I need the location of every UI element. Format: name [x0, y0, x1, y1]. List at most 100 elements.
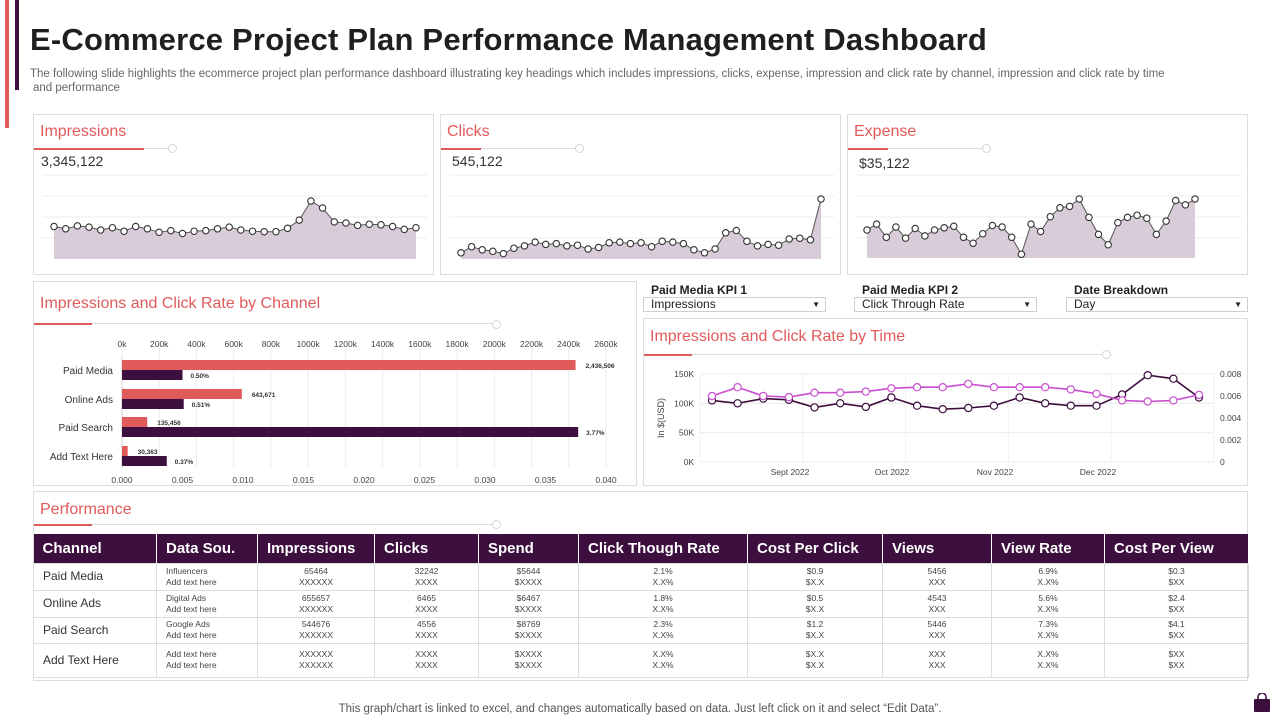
data-point	[400, 225, 409, 234]
data-point	[1169, 374, 1178, 383]
column-header[interactable]: Clicks	[374, 534, 479, 563]
data-point	[467, 242, 476, 251]
data-point	[930, 226, 939, 234]
column-header[interactable]: Views	[882, 534, 992, 563]
data-point	[108, 223, 117, 232]
x-axis-tick-label: Oct 2022	[875, 467, 910, 477]
metric-value: $2.4	[1168, 592, 1185, 603]
data-point	[753, 242, 762, 250]
data-point	[690, 246, 698, 254]
click-rate-bar	[122, 427, 579, 437]
axis-tick-label: 0.015	[293, 475, 315, 485]
metric-placeholder: X.X%	[1037, 630, 1059, 640]
data-point	[861, 402, 870, 412]
metric-value: 5456	[927, 565, 947, 576]
column-header[interactable]: Cost Per View	[1104, 534, 1249, 563]
metric-cell: 4543 XXX	[882, 589, 992, 618]
data-point	[237, 226, 245, 234]
dropdown-arrow-icon: ▼	[812, 300, 820, 309]
data-point	[1171, 196, 1180, 205]
column-header[interactable]: Impressions	[257, 534, 375, 563]
axis-tick-label: 0.030	[474, 475, 496, 485]
channel-chart-title: Impressions and Click Rate by Channel	[40, 295, 321, 312]
data-point	[1015, 382, 1024, 392]
data-point	[489, 247, 497, 256]
kpi1-dropdown[interactable]: Impressions ▼	[643, 297, 826, 312]
table-header-row: Channel Data Sou. Impressions Clicks Spe…	[33, 534, 1249, 563]
axis-tick-label: 0.020	[353, 475, 375, 485]
data-point	[1194, 390, 1204, 400]
data-point	[911, 224, 919, 233]
left-axis-tick-label: 100K	[674, 398, 694, 408]
kpi-panel-impressions[interactable]: Impressions 3,345,122	[33, 114, 434, 275]
data-point	[388, 222, 397, 231]
metric-value: $0.9	[806, 565, 824, 576]
kpi-panel-clicks[interactable]: Clicks 545,122	[440, 114, 841, 275]
date-breakdown-dropdown[interactable]: Day ▼	[1066, 297, 1248, 312]
axis-tick-label: 400k	[187, 339, 206, 349]
bar-data-label: 643,671	[252, 392, 276, 399]
metric-placeholder: XXX	[928, 603, 946, 614]
metric-placeholder: XXXXXX	[298, 576, 334, 587]
data-point	[178, 229, 187, 238]
metric-cell: $1.2 $X.X	[747, 616, 883, 644]
column-header[interactable]: Cost Per Click	[747, 534, 883, 563]
data-point	[733, 382, 742, 392]
data-point	[989, 401, 999, 410]
data-point	[711, 245, 719, 253]
column-header[interactable]: Channel	[33, 534, 157, 563]
dropdown-arrow-icon: ▼	[1023, 300, 1031, 309]
category-label: Paid Media	[63, 366, 113, 377]
sparkline-area	[54, 201, 416, 259]
accent-bar-red	[5, 0, 9, 128]
data-point	[131, 222, 140, 231]
channel-cell: Paid Media	[33, 562, 157, 591]
metric-placeholder: XXX	[928, 630, 946, 640]
data-point	[283, 224, 292, 233]
column-header[interactable]: View Rate	[991, 534, 1105, 563]
metric-value: $8769	[516, 619, 541, 629]
bar-data-label: 0.50%	[191, 373, 210, 380]
data-point	[213, 225, 222, 233]
performance-title: Performance	[40, 501, 132, 518]
data-point	[353, 221, 362, 230]
column-header[interactable]: Click Though Rate	[578, 534, 748, 563]
x-axis-tick-label: Sept 2022	[771, 467, 810, 477]
data-point	[61, 225, 70, 233]
source-line: Add text here	[166, 630, 217, 640]
data-point	[732, 226, 741, 235]
data-point	[647, 242, 656, 251]
left-axis-tick-label: 150K	[674, 369, 694, 379]
data-point	[307, 197, 315, 205]
data-point	[887, 384, 896, 393]
channel-chart-panel: Impressions and Click Rate by Channel 0k…	[33, 281, 637, 486]
click-rate-line	[711, 383, 1200, 403]
kpi-value: 3,345,122	[41, 153, 104, 169]
right-axis-tick-label: 0.006	[1220, 391, 1242, 401]
data-point	[260, 227, 268, 236]
kpi2-dropdown[interactable]: Click Through Rate ▼	[854, 297, 1037, 312]
left-axis-tick-label: 0K	[684, 457, 695, 467]
accent-bar-purple	[15, 0, 19, 90]
data-point	[478, 246, 486, 254]
kpi-panel-expense[interactable]: Expense $35,122	[847, 114, 1248, 275]
data-point	[938, 404, 947, 414]
channel-cell: Add Text Here	[33, 642, 157, 678]
metric-value: $X.X	[805, 649, 825, 659]
data-point	[700, 249, 709, 257]
metric-value: 1.8%	[653, 592, 673, 603]
data-point	[594, 243, 603, 252]
data-point	[669, 238, 677, 246]
metric-cell: 5.6% X.X%	[991, 589, 1105, 618]
source-cell: Digital Ads Add text here	[156, 589, 258, 618]
axis-tick-label: 1400k	[371, 339, 395, 349]
column-header[interactable]: Spend	[478, 534, 579, 563]
data-point	[96, 226, 105, 234]
data-point	[1152, 230, 1161, 239]
impressions-sparkline	[42, 174, 427, 259]
page-subtitle: The following slide highlights the ecomm…	[30, 67, 1230, 95]
data-point	[998, 223, 1006, 231]
data-point	[1162, 217, 1170, 225]
column-header[interactable]: Data Sou.	[156, 534, 258, 563]
data-point	[950, 222, 958, 231]
